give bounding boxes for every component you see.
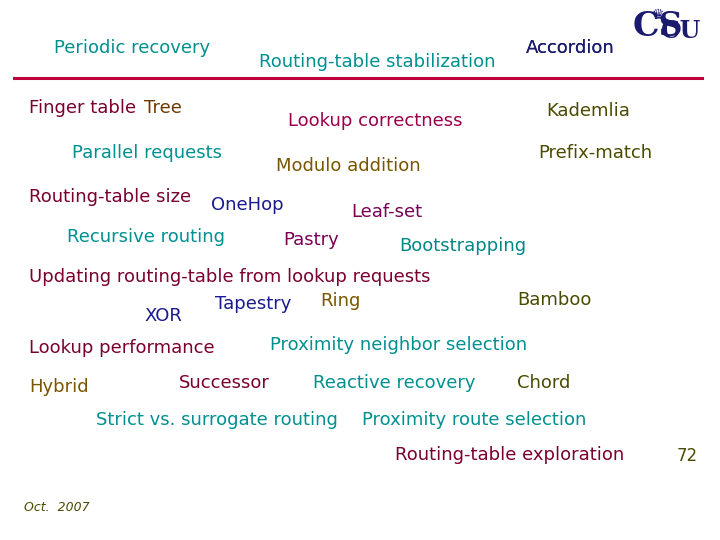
Text: Accordion: Accordion [526, 38, 614, 57]
Text: Proximity neighbor selection: Proximity neighbor selection [270, 335, 527, 354]
Text: Tapestry: Tapestry [215, 295, 291, 313]
Text: Strict vs. surrogate routing: Strict vs. surrogate routing [96, 411, 338, 429]
Text: Lookup performance: Lookup performance [29, 339, 215, 357]
Text: Periodic recovery: Periodic recovery [54, 38, 210, 57]
Text: Hybrid: Hybrid [29, 378, 89, 396]
Text: Ring: Ring [320, 292, 361, 310]
Text: Routing-table stabilization: Routing-table stabilization [259, 53, 495, 71]
Text: Bamboo: Bamboo [517, 291, 591, 309]
Text: Routing-table size: Routing-table size [29, 188, 191, 206]
Text: Recursive routing: Recursive routing [67, 227, 225, 246]
Text: Lookup correctness: Lookup correctness [288, 112, 462, 131]
Text: Chord: Chord [517, 374, 570, 393]
Text: Reactive recovery: Reactive recovery [313, 374, 476, 393]
Text: Prefix-match: Prefix-match [539, 144, 653, 162]
Text: CS: CS [632, 10, 683, 44]
Text: CU: CU [661, 19, 701, 43]
Text: OneHop: OneHop [211, 196, 284, 214]
Text: Proximity route selection: Proximity route selection [362, 411, 587, 429]
Text: ♛: ♛ [652, 8, 665, 22]
Text: Oct.  2007: Oct. 2007 [24, 501, 89, 514]
Text: Kademlia: Kademlia [546, 102, 629, 120]
Text: Updating routing-table from lookup requests: Updating routing-table from lookup reque… [29, 268, 431, 286]
Text: Tree: Tree [144, 99, 182, 117]
Text: Routing-table exploration: Routing-table exploration [395, 446, 624, 464]
Text: 72: 72 [677, 447, 698, 465]
Text: Parallel requests: Parallel requests [72, 144, 222, 162]
Text: Finger table: Finger table [29, 99, 136, 117]
Text: Leaf-set: Leaf-set [351, 203, 423, 221]
Text: Bootstrapping: Bootstrapping [400, 237, 527, 255]
Text: Pastry: Pastry [283, 231, 338, 249]
Text: Successor: Successor [179, 374, 269, 393]
Text: XOR: XOR [144, 307, 182, 325]
Text: Modulo addition: Modulo addition [276, 157, 420, 175]
Text: Accordion: Accordion [526, 38, 614, 57]
